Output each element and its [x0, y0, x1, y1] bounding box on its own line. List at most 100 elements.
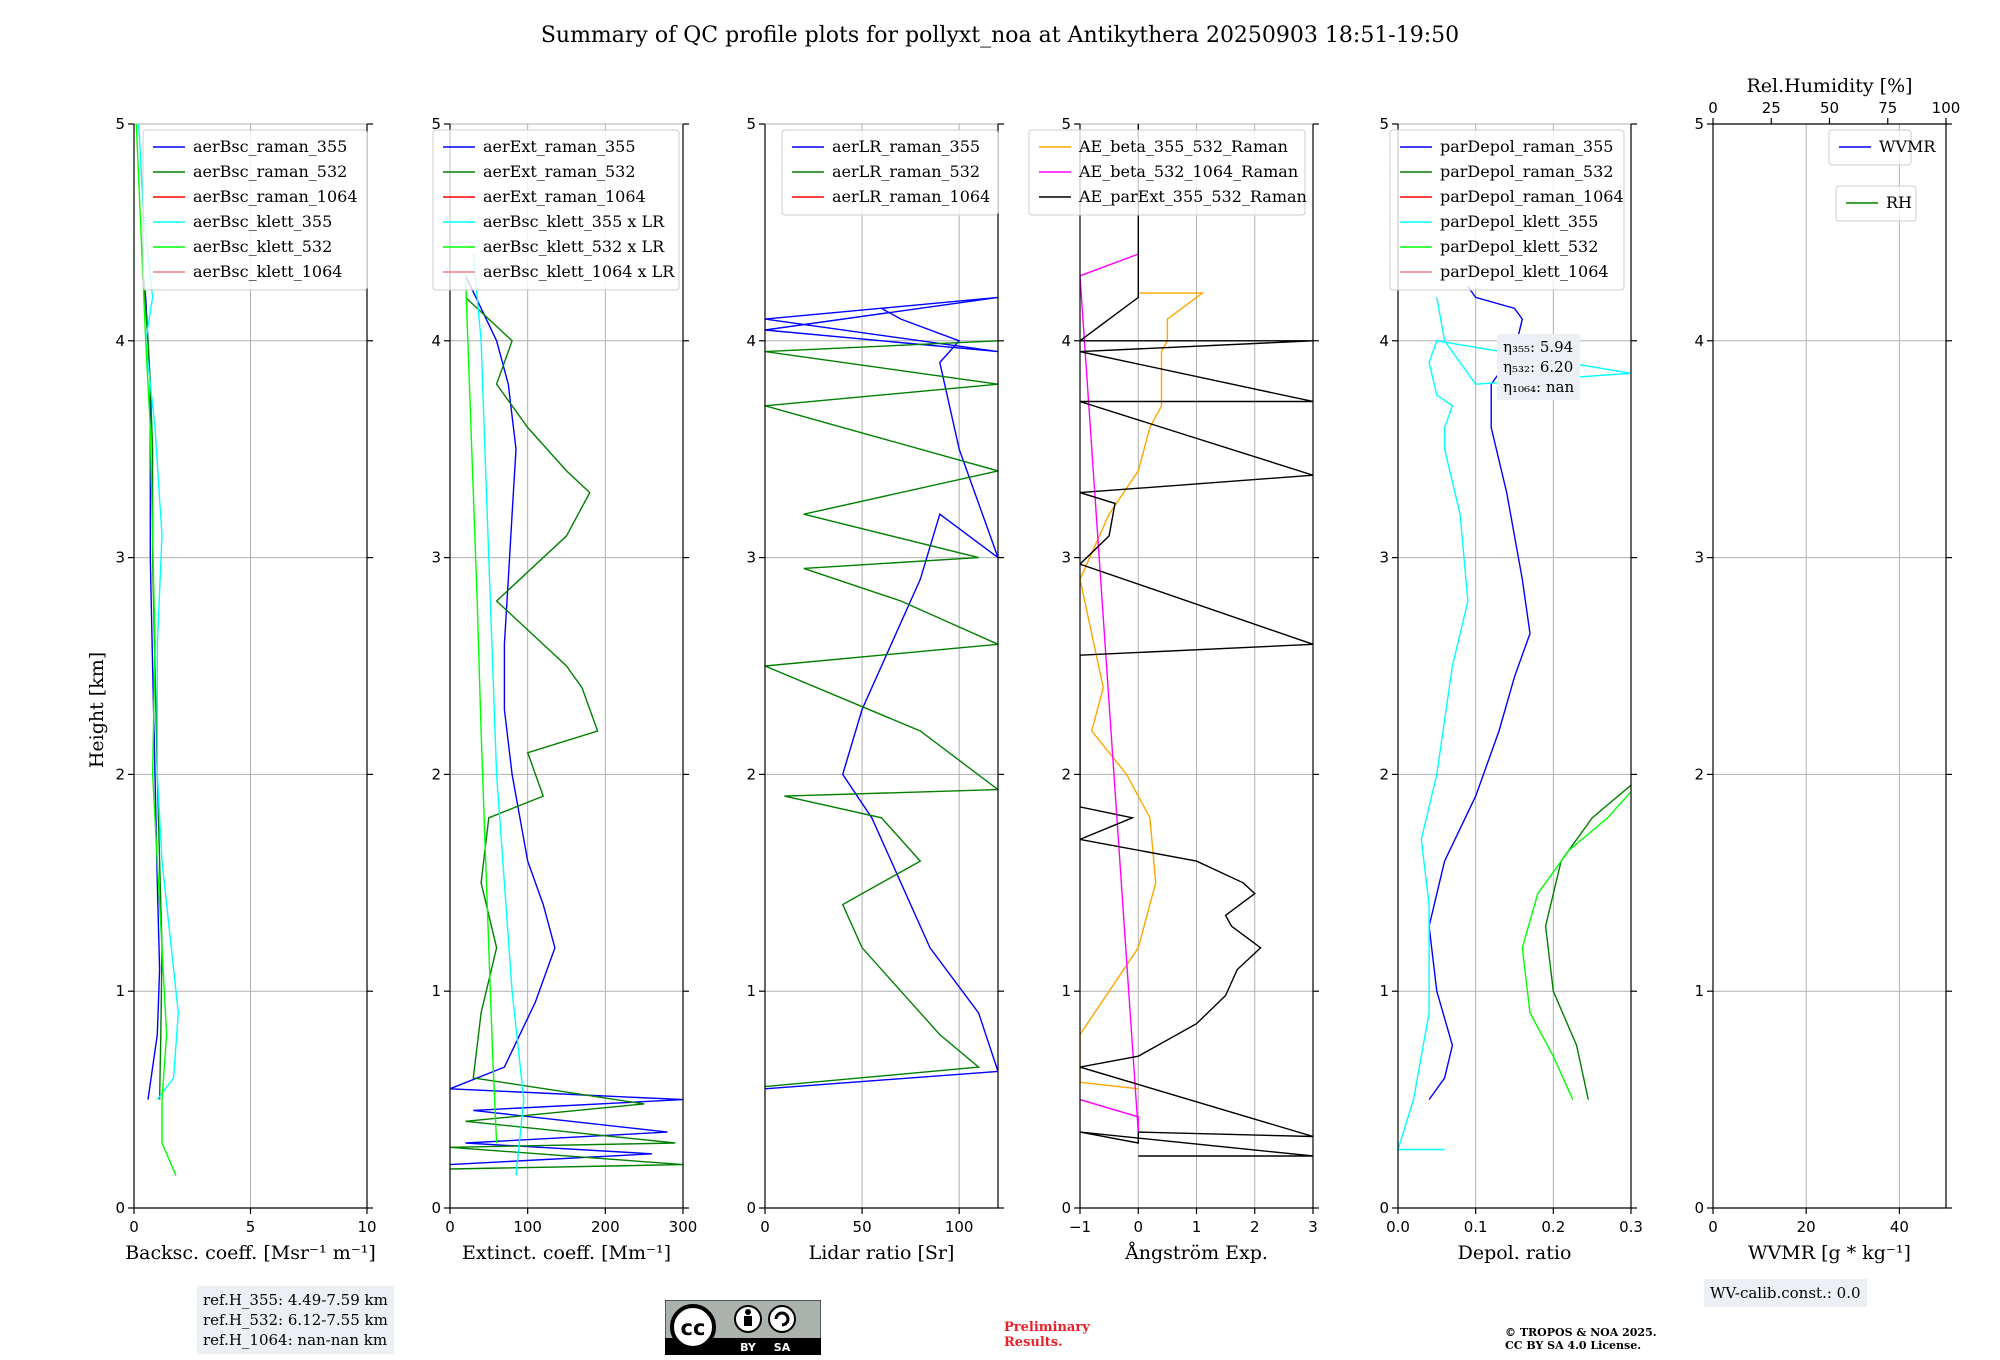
eta-1064: η₁₀₆₄: nan: [1503, 378, 1575, 396]
prelim-line-1: Preliminary: [1004, 1320, 1090, 1335]
preliminary-results-note: Preliminary Results.: [1004, 1320, 1090, 1350]
x-axis-label: Backsc. coeff. [Msr⁻¹ m⁻¹]: [125, 1242, 376, 1264]
x-tick-label: 0: [760, 1218, 770, 1236]
x-tick-label: 0.0: [1386, 1218, 1410, 1236]
top-x-tick-label: 75: [1878, 99, 1897, 117]
y-tick-label: 2: [431, 765, 441, 783]
legend-label: AE_beta_532_1064_Raman: [1078, 162, 1298, 181]
y-tick-label: 4: [1379, 332, 1389, 350]
cc-by-text: BY: [740, 1341, 757, 1354]
x-tick-label: 1: [1192, 1218, 1202, 1236]
top-x-axis-label: Rel.Humidity [%]: [1746, 75, 1912, 97]
x-tick-label: 0.2: [1541, 1218, 1565, 1236]
series-line-aerExt_raman_532: [450, 296, 683, 1170]
legend-box: [1028, 129, 1306, 216]
copyright-note: © TROPOS & NOA 2025. CC BY SA 4.0 Licens…: [1505, 1326, 1657, 1352]
y-tick-label: 5: [746, 115, 756, 133]
y-tick-label: 0: [746, 1199, 756, 1217]
y-tick-label: 3: [1061, 549, 1071, 567]
series-line-aerBsc_klett_532: [135, 124, 177, 1176]
legend-label: parDepol_raman_532: [1440, 162, 1613, 181]
cc-sa-text: SA: [774, 1341, 791, 1354]
top-x-tick-label: 25: [1762, 99, 1781, 117]
x-tick-label: 0: [1708, 1218, 1718, 1236]
x-tick-label: 0: [445, 1218, 455, 1236]
x-tick-label: 100: [513, 1218, 542, 1236]
y-tick-label: 2: [746, 765, 756, 783]
eta-355: η₃₅₅: 5.94: [1503, 338, 1574, 356]
y-tick-label: 0: [115, 1199, 125, 1217]
legend-label: aerLR_raman_1064: [832, 187, 990, 206]
y-tick-label: 1: [1061, 982, 1071, 1000]
x-tick-label: 5: [246, 1218, 256, 1236]
series-line-aerLR_raman_532: [765, 340, 998, 1088]
x-tick-label: 2: [1250, 1218, 1260, 1236]
x-axis-label: Extinct. coeff. [Mm⁻¹]: [462, 1242, 671, 1264]
y-tick-label: 1: [1694, 982, 1704, 1000]
legend-label: aerBsc_raman_355: [193, 137, 347, 156]
legend-label: aerLR_raman_355: [832, 137, 980, 156]
legend-label: RH: [1886, 193, 1912, 212]
legend-box: [781, 129, 999, 216]
y-tick-label: 1: [1379, 982, 1389, 1000]
series-line-aerLR_raman_355: [765, 296, 998, 1090]
legend-label: parDepol_raman_355: [1440, 137, 1613, 156]
x-tick-label: 300: [669, 1218, 698, 1236]
series-line-parDepol_raman_532: [1544, 784, 1631, 1100]
top-x-tick-label: 50: [1820, 99, 1839, 117]
legend-label: aerBsc_klett_1064 x LR: [483, 262, 675, 281]
series-group: [765, 296, 998, 1090]
eta-532: η₅₃₂: 6.20: [1503, 358, 1574, 376]
x-axis-label: WVMR [g * kg⁻¹]: [1748, 1242, 1911, 1264]
legend-box: [432, 129, 680, 291]
ref-h-355: ref.H_355: 4.49-7.59 km: [203, 1291, 388, 1309]
legend-label: aerExt_raman_355: [483, 137, 636, 156]
y-tick-label: 4: [115, 332, 125, 350]
y-tick-label: 4: [1061, 332, 1071, 350]
wv-calibration-box: WV-calib.const.: 0.0: [1704, 1279, 1867, 1307]
legend-label: aerBsc_klett_1064: [193, 262, 342, 281]
x-tick-label: 0.3: [1619, 1218, 1643, 1236]
y-tick-label: 3: [746, 549, 756, 567]
cc-logo-text: cc: [681, 1316, 706, 1340]
x-tick-label: 100: [945, 1218, 974, 1236]
reference-height-box: ref.H_355: 4.49-7.59 km ref.H_532: 6.12-…: [197, 1286, 394, 1354]
y-tick-label: 5: [431, 115, 441, 133]
y-tick-label: 0: [1379, 1199, 1389, 1217]
series-line-parDepol_klett_355: [1398, 297, 1631, 1151]
y-tick-label: 1: [431, 982, 441, 1000]
series-line-parDepol_raman_355: [1428, 286, 1531, 1101]
ref-h-1064: ref.H_1064: nan-nan km: [203, 1331, 388, 1349]
series-line-AE_parExt_355_532_Raman: [1080, 124, 1313, 1157]
panel-depolarization: 0 1 2 3 4 5 0.0 0.1 0.2 0.3 Depol. ratio parDepol_r…: [1379, 115, 1642, 1264]
legend-box: [1389, 129, 1625, 291]
legend-label: AE_beta_355_532_Raman: [1078, 137, 1288, 156]
top-x-tick-label: 100: [1932, 99, 1961, 117]
y-tick-label: 2: [1694, 765, 1704, 783]
y-tick-label: 4: [746, 332, 756, 350]
y-tick-label: 5: [1379, 115, 1389, 133]
legend-label: aerExt_raman_1064: [483, 187, 646, 206]
series-line-AE_beta_532_1064_Raman: [1080, 253, 1139, 1133]
series-group: [450, 254, 683, 1176]
y-tick-label: 0: [1694, 1199, 1704, 1217]
y-tick-label: 4: [431, 332, 441, 350]
y-tick-label: 3: [1379, 549, 1389, 567]
legend-label: parDepol_klett_355: [1440, 212, 1598, 231]
x-tick-label: 40: [1890, 1218, 1909, 1236]
legend-label: aerBsc_klett_532: [193, 237, 332, 256]
legend-label: aerBsc_raman_1064: [193, 187, 358, 206]
y-tick-label: 5: [115, 115, 125, 133]
legend-label: WVMR: [1879, 137, 1936, 156]
y-tick-label: 5: [1061, 115, 1071, 133]
series-line-parDepol_klett_532: [1521, 791, 1631, 1100]
x-tick-label: 200: [591, 1218, 620, 1236]
legend-box: [142, 129, 368, 291]
x-tick-label: 20: [1797, 1218, 1816, 1236]
legend-label: parDepol_raman_1064: [1440, 187, 1624, 206]
eta-annotation: η₃₅₅: 5.94 η₅₃₂: 6.20 η₁₀₆₄: nan: [1497, 334, 1581, 400]
legend-label: aerBsc_raman_532: [193, 162, 347, 181]
y-tick-label: 3: [1694, 549, 1704, 567]
x-axis-label: Lidar ratio [Sr]: [809, 1242, 955, 1264]
